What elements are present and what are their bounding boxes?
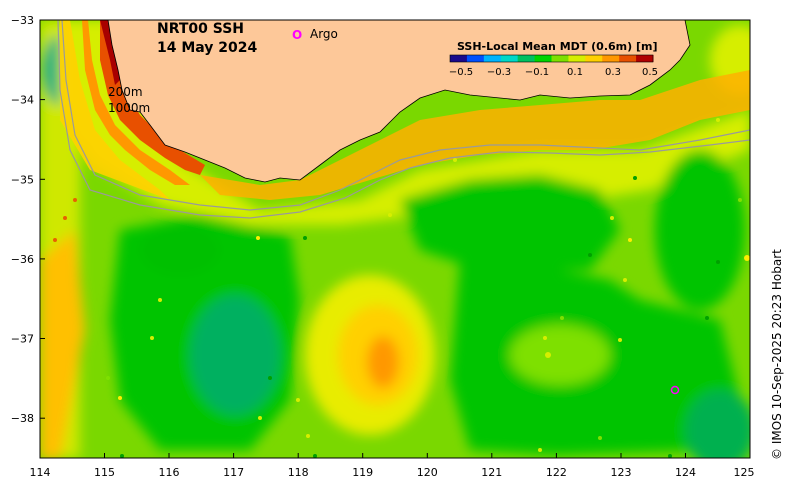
colorbar-swatch <box>636 55 654 62</box>
contour-1000m <box>57 20 750 219</box>
contour-label-1000m: 1000m <box>108 101 150 115</box>
map-date: 14 May 2024 <box>157 40 258 56</box>
y-tick-label: −36 <box>11 253 34 266</box>
x-tick-label: 118 <box>288 466 309 479</box>
contour-200m <box>61 20 750 211</box>
x-tick-label: 117 <box>223 466 244 479</box>
float-dot <box>588 253 592 257</box>
y-axis: −33 −34 −35 −36 −37 −38 <box>11 14 45 425</box>
colorbar-tick: 0.5 <box>642 67 658 78</box>
float-dot <box>633 176 637 180</box>
float-dot <box>118 396 122 400</box>
float-dot <box>744 255 750 261</box>
x-tick-label: 121 <box>481 466 502 479</box>
x-tick-label: 123 <box>611 466 632 479</box>
float-dot <box>150 336 154 340</box>
colorbar-swatch <box>602 55 620 62</box>
float-dot <box>106 376 110 380</box>
x-tick-label: 114 <box>30 466 51 479</box>
float-dot <box>73 198 77 202</box>
float-dot <box>158 298 162 302</box>
colorbar-tick: −0.5 <box>449 67 473 78</box>
float-dot <box>705 316 709 320</box>
colorbar-title: SSH-Local Mean MDT (0.6m) [m] <box>457 40 657 53</box>
float-dot <box>543 336 547 340</box>
argo-legend-marker: O <box>292 28 302 42</box>
float-dot <box>453 158 457 162</box>
y-tick-label: −38 <box>11 412 34 425</box>
float-dot <box>296 398 300 402</box>
argo-float-marker[interactable] <box>670 385 680 395</box>
colorbar-tick: −0.1 <box>525 67 549 78</box>
coastal-strip <box>200 70 750 200</box>
colorbar-swatch <box>551 55 569 62</box>
x-tick-label: 120 <box>417 466 438 479</box>
map-title: NRT00 SSH <box>157 21 244 37</box>
x-tick-label: 119 <box>352 466 373 479</box>
float-dot <box>716 118 720 122</box>
colorbar-swatch <box>585 55 603 62</box>
argo-legend-label: Argo <box>310 27 338 41</box>
float-dot <box>258 416 262 420</box>
float-dot <box>53 238 57 242</box>
float-dot <box>268 376 272 380</box>
y-tick-label: −35 <box>11 173 34 186</box>
float-dot <box>63 216 67 220</box>
argo-floats <box>53 118 750 458</box>
float-dot <box>306 434 310 438</box>
float-dot <box>598 436 602 440</box>
x-tick-label: 122 <box>546 466 567 479</box>
colorbar-swatch <box>534 55 552 62</box>
float-dot <box>560 316 564 320</box>
shelf-gradient-red <box>82 20 205 175</box>
float-dot <box>256 236 260 240</box>
float-dot <box>628 238 632 242</box>
colorbar-swatch <box>450 55 468 62</box>
float-dot <box>610 216 614 220</box>
colorbar-tick: 0.3 <box>605 67 621 78</box>
colorbar-swatch <box>483 55 502 62</box>
float-dot <box>668 454 672 458</box>
colorbar-swatches <box>450 55 654 62</box>
float-dot <box>738 198 742 202</box>
colorbar-swatch <box>517 55 536 62</box>
y-tick-label: −37 <box>11 333 34 346</box>
map-area[interactable] <box>40 20 770 470</box>
float-dot <box>545 352 551 358</box>
shelf-gradient <box>40 20 170 200</box>
float-dot <box>303 236 307 240</box>
x-tick-label: 125 <box>734 466 755 479</box>
y-tick-label: −34 <box>11 94 34 107</box>
x-tick-label: 116 <box>159 466 180 479</box>
map-frame <box>39 19 751 459</box>
x-tick-label: 115 <box>94 466 115 479</box>
x-axis: 114 115 116 117 118 119 120 121 122 123 … <box>30 453 755 479</box>
float-dot <box>716 260 720 264</box>
colorbar-swatch <box>568 55 586 62</box>
x-tick-label: 124 <box>675 466 696 479</box>
y-tick-label: −33 <box>11 14 34 27</box>
colorbar-swatch <box>619 55 637 62</box>
colorbar-tick: 0.1 <box>567 67 583 78</box>
shelf-gradient-orange <box>70 20 190 185</box>
float-dot <box>538 448 542 452</box>
float-dot <box>388 213 392 217</box>
contour-label-200m: 200m <box>108 85 143 99</box>
colorbar-tick: −0.3 <box>487 67 511 78</box>
colorbar-swatch <box>500 55 519 62</box>
float-dot <box>623 278 627 282</box>
credit-text: © IMOS 10-Sep-2025 20:23 Hobart <box>770 249 784 460</box>
float-dot <box>120 454 124 458</box>
colorbar: SSH-Local Mean MDT (0.6m) [m] −0.5 −0.3 … <box>449 40 658 78</box>
float-dot <box>618 338 622 342</box>
colorbar-swatch <box>466 55 485 62</box>
float-dot <box>313 454 317 458</box>
